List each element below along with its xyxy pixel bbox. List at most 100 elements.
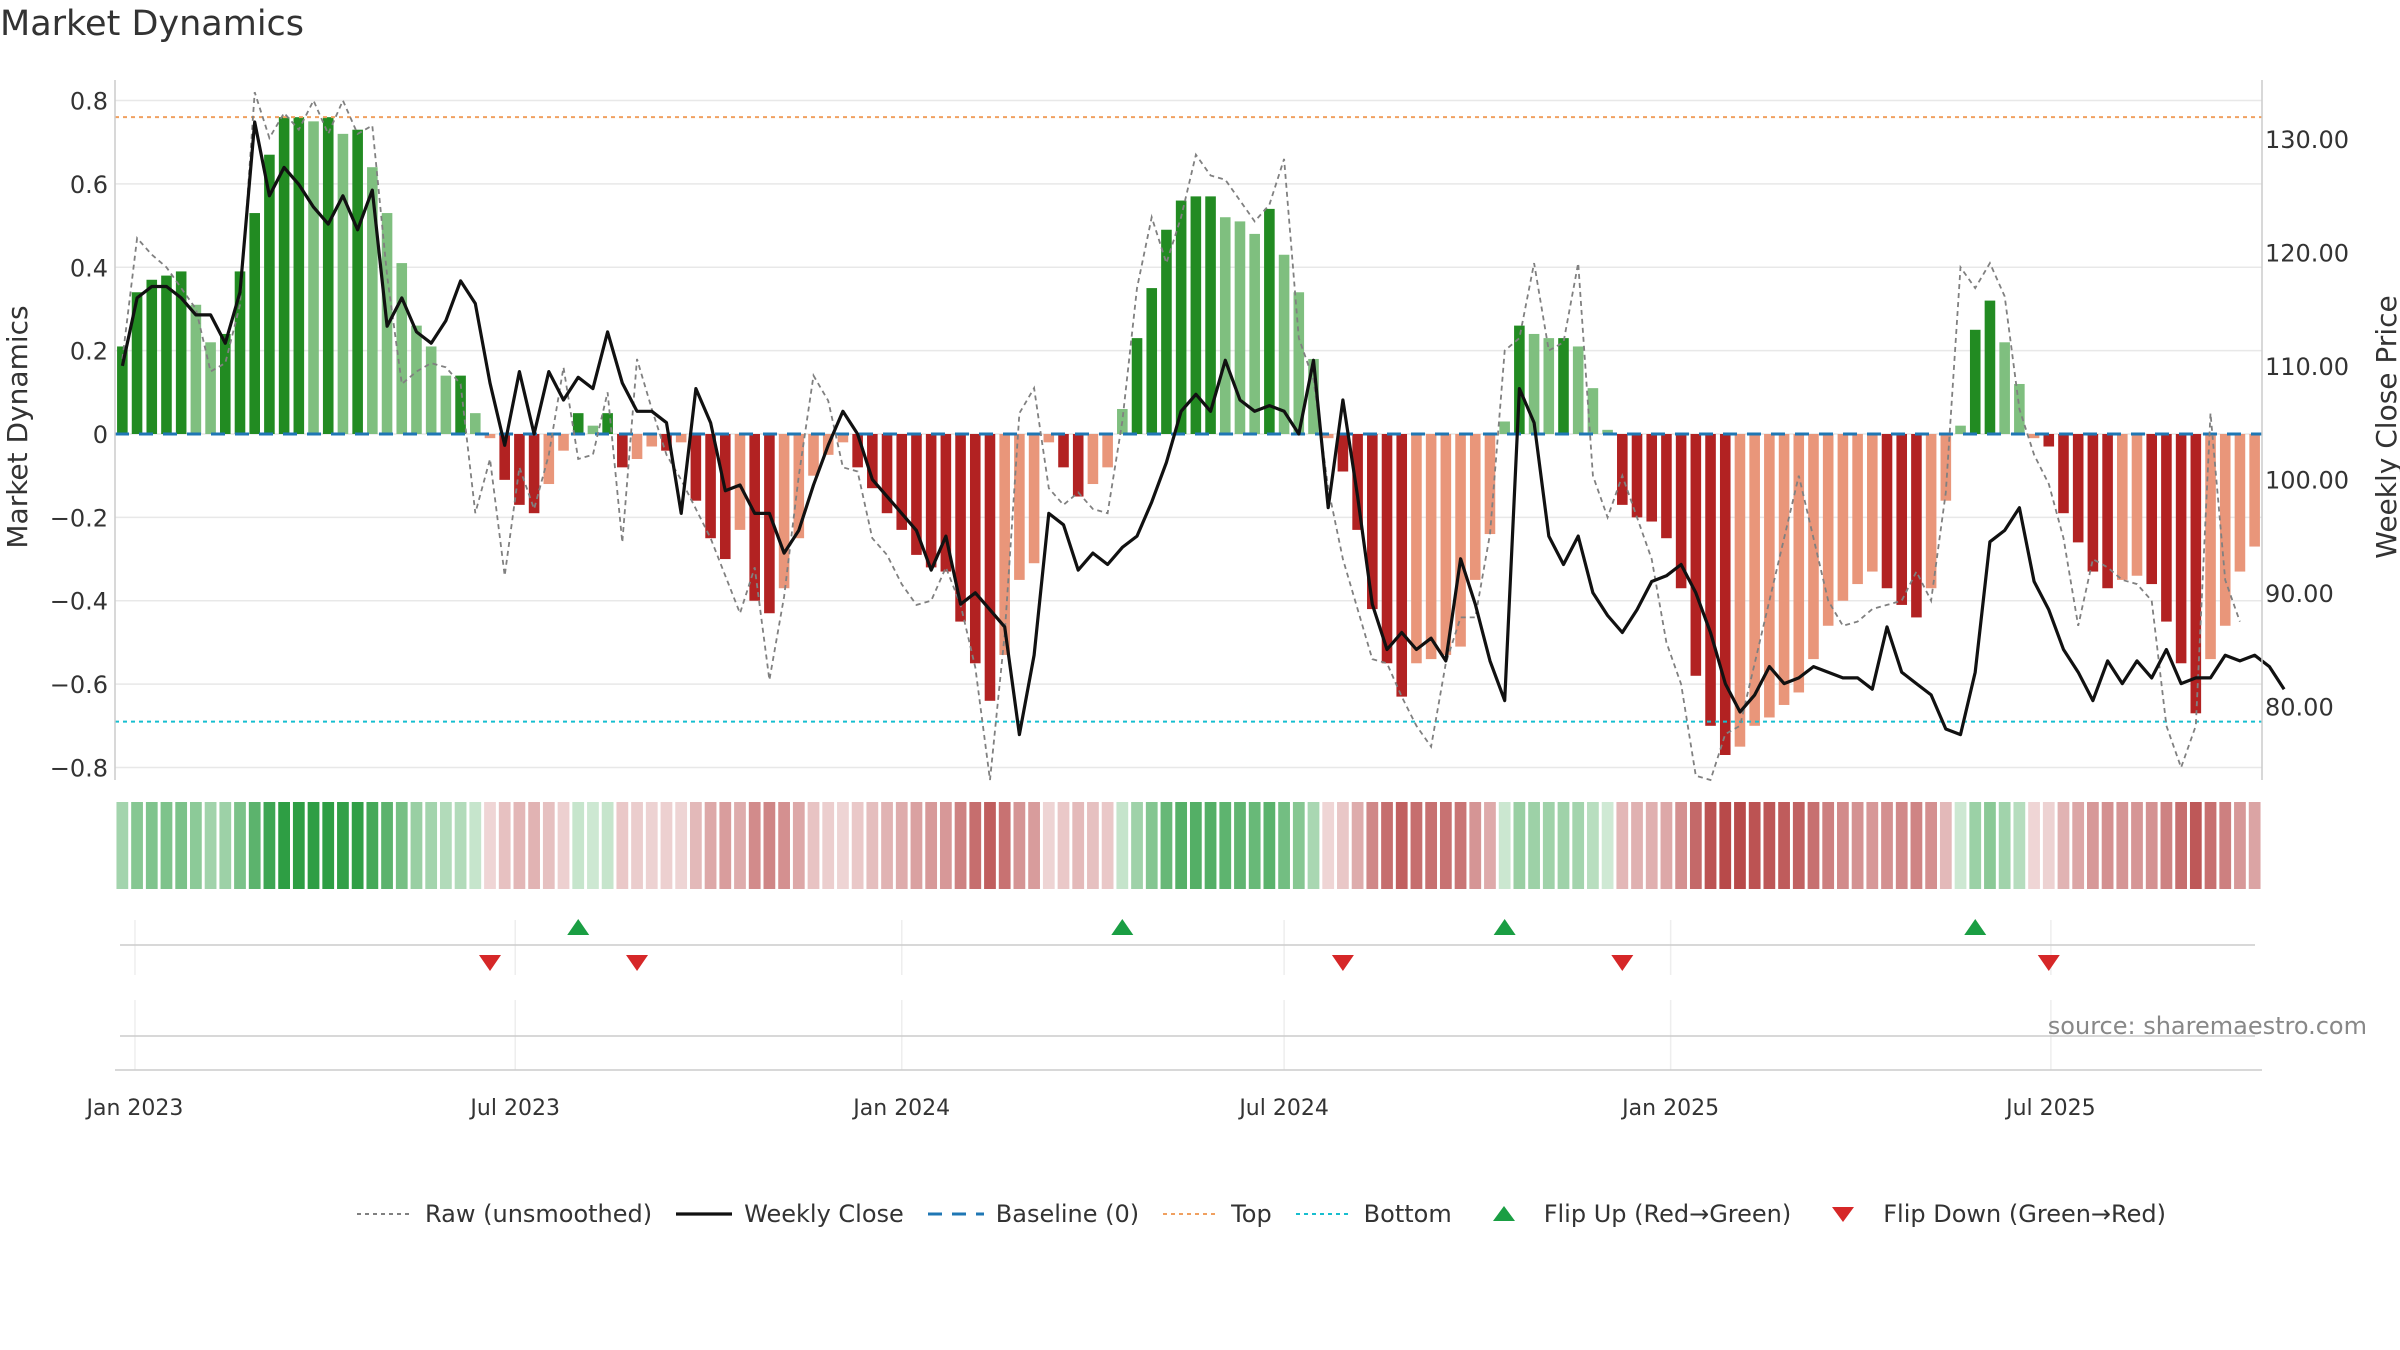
heat-cell bbox=[1954, 802, 1967, 889]
heat-cell bbox=[381, 802, 393, 889]
legend-swatch bbox=[1474, 1204, 1534, 1224]
dynamics-bar bbox=[1381, 434, 1393, 664]
dynamics-bar bbox=[661, 434, 672, 451]
heat-cell bbox=[969, 802, 982, 889]
dynamics-bar bbox=[1984, 300, 1996, 434]
dynamics-bar bbox=[337, 133, 349, 435]
dynamics-bar bbox=[690, 434, 702, 501]
heat-cell bbox=[895, 802, 908, 889]
heat-cell bbox=[631, 802, 643, 889]
y-tick-label-right: 100.00 bbox=[2265, 466, 2349, 494]
heat-cell bbox=[910, 802, 923, 889]
dynamics-bar bbox=[2087, 434, 2099, 572]
dynamics-bar bbox=[117, 346, 128, 434]
heat-cell bbox=[2013, 802, 2026, 889]
dynamics-bar bbox=[675, 434, 687, 443]
x-tick-label: Jul 2023 bbox=[468, 1096, 560, 1121]
dynamics-bars bbox=[117, 117, 2260, 755]
heat-cell bbox=[1939, 802, 1952, 889]
heat-cell bbox=[484, 802, 496, 889]
heat-cell bbox=[1557, 802, 1570, 889]
y-tick-label-right: 130.00 bbox=[2265, 126, 2349, 154]
dynamics-bar bbox=[1867, 434, 1878, 572]
grid-layer bbox=[115, 99, 2262, 1070]
legend-label: Flip Down (Green→Red) bbox=[1883, 1200, 2166, 1228]
heat-cell bbox=[542, 802, 555, 889]
heat-cell bbox=[454, 802, 467, 889]
legend-label: Raw (unsmoothed) bbox=[425, 1200, 653, 1228]
dynamics-bar bbox=[396, 263, 408, 434]
heat-cell bbox=[116, 802, 129, 889]
y-axis-label-right: Weekly Close Price bbox=[2370, 295, 2400, 558]
heat-strip bbox=[116, 802, 2261, 889]
heat-cell bbox=[601, 802, 614, 889]
y-tick-label-left: 0.2 bbox=[70, 338, 108, 366]
legend-swatch bbox=[1813, 1204, 1873, 1224]
heat-cell bbox=[1587, 802, 1599, 889]
heat-cell bbox=[2116, 802, 2129, 889]
legend-label: Weekly Close bbox=[744, 1200, 904, 1228]
heat-cell bbox=[2219, 802, 2232, 889]
heat-cell bbox=[748, 802, 761, 889]
heat-cell bbox=[1072, 802, 1085, 889]
heat-cell bbox=[1734, 802, 1746, 889]
dynamics-bar bbox=[867, 434, 878, 489]
heat-cell bbox=[2189, 802, 2202, 889]
heat-cell bbox=[1601, 802, 1614, 889]
heat-cell bbox=[425, 802, 438, 889]
heat-cell bbox=[1851, 802, 1864, 889]
heat-cell bbox=[925, 802, 938, 889]
heat-cell bbox=[719, 802, 732, 889]
dynamics-bar bbox=[1058, 434, 1069, 468]
heat-cell bbox=[1248, 802, 1261, 889]
dynamics-bar bbox=[808, 434, 819, 476]
flip-down-marker bbox=[1611, 955, 1634, 971]
heat-cell bbox=[1763, 802, 1776, 889]
dynamics-bar bbox=[1822, 434, 1834, 626]
dynamics-bar bbox=[322, 117, 334, 434]
dynamics-bar bbox=[1028, 434, 1040, 564]
flip-down-marker bbox=[1331, 955, 1354, 971]
dynamics-bar bbox=[1440, 434, 1452, 655]
dynamics-bar bbox=[1264, 208, 1275, 434]
dynamics-bar bbox=[2058, 434, 2069, 514]
heat-cell bbox=[248, 802, 261, 889]
heat-cell bbox=[1895, 802, 1908, 889]
dynamics-bar bbox=[146, 279, 158, 434]
dynamics-bar bbox=[1602, 429, 1613, 434]
heat-cell bbox=[1395, 802, 1408, 889]
legend-label: Top bbox=[1231, 1200, 1272, 1228]
dynamics-bar bbox=[1308, 358, 1319, 434]
flip-down-marker bbox=[2037, 955, 2060, 971]
heat-cell bbox=[1631, 802, 1643, 889]
heat-cell bbox=[866, 802, 879, 889]
dynamics-bar bbox=[1146, 288, 1158, 434]
axes: −0.8 −0.6 −0.4 −0.2 0 0.2 0.4 0.6 0.8 80.00 90.00 1… bbox=[50, 80, 2349, 1121]
heat-cell bbox=[1528, 802, 1540, 889]
heat-cell bbox=[234, 802, 246, 889]
flip-up-marker bbox=[1493, 919, 1516, 935]
dynamics-bar bbox=[1955, 425, 1966, 434]
heat-cell bbox=[498, 802, 511, 889]
dynamics-bar bbox=[2161, 434, 2172, 622]
dynamics-bar bbox=[999, 434, 1010, 655]
dynamics-bar bbox=[837, 434, 849, 443]
heat-cell bbox=[1381, 802, 1393, 889]
dynamics-bar bbox=[1749, 434, 1760, 726]
heat-cell bbox=[1234, 802, 1246, 889]
heat-cell bbox=[278, 802, 290, 889]
dynamics-bar bbox=[455, 375, 466, 434]
heat-cell bbox=[1278, 802, 1290, 889]
dynamics-bar bbox=[2175, 434, 2187, 664]
heat-cell bbox=[689, 802, 702, 889]
dynamics-bar bbox=[617, 434, 628, 468]
heat-cell bbox=[469, 802, 482, 889]
dynamics-bar bbox=[1896, 434, 1908, 605]
heat-cell bbox=[131, 802, 143, 889]
heat-cell bbox=[1042, 802, 1055, 889]
dynamics-bar bbox=[572, 413, 584, 434]
dynamics-bar bbox=[1969, 329, 1981, 434]
y-tick-label-left: 0.4 bbox=[70, 254, 108, 282]
heat-cell bbox=[954, 802, 967, 889]
